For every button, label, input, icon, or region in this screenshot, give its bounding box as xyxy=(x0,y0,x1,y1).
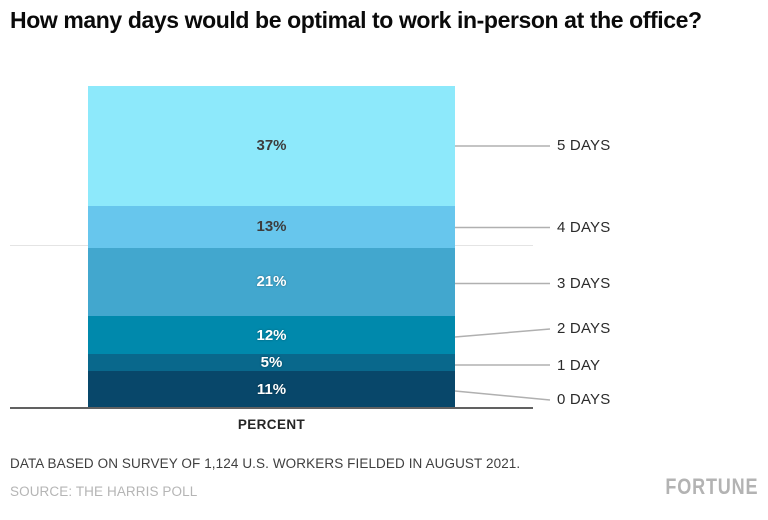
chart-title: How many days would be optimal to work i… xyxy=(10,7,702,33)
value-label: 5% xyxy=(260,354,283,372)
bar-segment-0-days: 11% xyxy=(88,371,455,408)
category-label-1-day: 1 DAY xyxy=(557,356,601,374)
value-label: 11% xyxy=(256,380,287,398)
value-label: 21% xyxy=(256,273,287,291)
bar-segment-5-days: 37% xyxy=(88,86,455,206)
bar-segment-2-days: 12% xyxy=(88,315,455,355)
source-credit: SOURCE: THE HARRIS POLL xyxy=(10,484,198,499)
category-label-4-days: 4 DAYS xyxy=(557,219,611,236)
fortune-logo: FORTUNE xyxy=(665,474,758,499)
value-label: 37% xyxy=(256,137,287,155)
bar-segment-1-day: 5% xyxy=(88,354,455,372)
bar-segment-3-days: 21% xyxy=(88,247,455,316)
category-label-0-days: 0 DAYS xyxy=(557,391,611,408)
footnote: DATA BASED ON SURVEY OF 1,124 U.S. WORKE… xyxy=(10,456,521,471)
value-label: 13% xyxy=(256,218,287,236)
stacked-bar: 37% 13% 21% 12% 5% 11% xyxy=(88,86,455,408)
value-label: 12% xyxy=(256,326,287,344)
category-label-2-days: 2 DAYS xyxy=(557,320,611,337)
category-label-5-days: 5 DAYS xyxy=(557,137,611,154)
x-axis-line xyxy=(10,407,533,409)
category-label-3-days: 3 DAYS xyxy=(557,275,611,292)
bar-segment-4-days: 13% xyxy=(88,205,455,248)
x-axis-title: PERCENT xyxy=(237,417,306,432)
